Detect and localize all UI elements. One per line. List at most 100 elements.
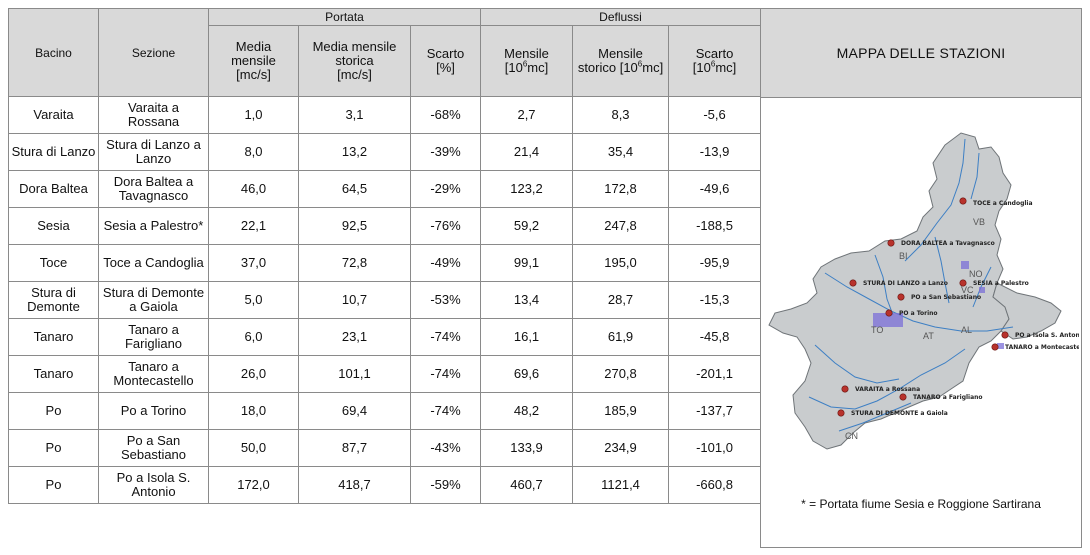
station-label: VARAITA a Rossana <box>855 386 920 393</box>
cell-scarto-defl: -95,9 <box>668 244 762 282</box>
province-label: CN <box>845 431 858 441</box>
cell-mensile: 99,1 <box>480 244 574 282</box>
cell-mensile-storico: 270,8 <box>572 355 670 393</box>
province-label: BI <box>899 251 908 261</box>
province-label: AL <box>961 325 972 335</box>
cell-bacino: Po <box>8 392 99 430</box>
cell-media-mensile: 46,0 <box>208 170 299 208</box>
cell-media-mensile: 37,0 <box>208 244 299 282</box>
province-labels: VB BI NO VC TO AT AL CN <box>845 217 985 441</box>
table-row: Stura di Demonte Stura di Demonte a Gaiol… <box>8 281 762 319</box>
province-label: AT <box>923 331 934 341</box>
cell-mensile: 16,1 <box>480 318 574 356</box>
cell-scarto-pct: -59% <box>409 466 482 504</box>
map-title: MAPPA DELLE STAZIONI <box>761 9 1081 98</box>
cell-media-storica: 101,1 <box>298 355 411 393</box>
station-marker <box>959 197 967 205</box>
station-label: STURA DI LANZO a Lanzo <box>863 280 948 287</box>
header-row-columns: Media mensile [mc/s] Media mensile storica[… <box>9 25 762 97</box>
flow-table: Bacino Sezione Portata Deflussi Media men… <box>8 8 762 504</box>
cell-sezione: Toce a Candoglia <box>98 244 209 282</box>
cell-sezione: Dora Baltea a Tavagnasco <box>98 170 209 208</box>
cell-mensile-storico: 195,0 <box>572 244 670 282</box>
cell-scarto-pct: -39% <box>409 133 482 171</box>
col-scarto-pct: Scarto [%] <box>409 25 482 97</box>
cell-sezione: Tanaro a Montecastello <box>98 355 209 393</box>
cell-bacino: Po <box>8 466 99 504</box>
station-marker <box>959 279 967 287</box>
cell-scarto-defl: -15,3 <box>668 281 762 319</box>
cell-scarto-defl: -49,6 <box>668 170 762 208</box>
cell-scarto-defl: -13,9 <box>668 133 762 171</box>
cell-media-storica: 10,7 <box>298 281 411 319</box>
cell-scarto-defl: -188,5 <box>668 207 762 245</box>
cell-media-storica: 418,7 <box>298 466 411 504</box>
cell-media-storica: 13,2 <box>298 133 411 171</box>
cell-scarto-pct: -49% <box>409 244 482 282</box>
station-marker <box>849 279 857 287</box>
cell-sezione: Po a San Sebastiano <box>98 429 209 467</box>
cell-media-storica: 64,5 <box>298 170 411 208</box>
cell-media-storica: 69,4 <box>298 392 411 430</box>
eastern-lobe <box>992 282 1062 340</box>
station-marker <box>1001 331 1009 339</box>
table-row: Varaita Varaita a Rossana 1,0 3,1 -68% 2,7 8,3… <box>8 96 762 134</box>
cell-bacino: Po <box>8 429 99 467</box>
province-label: TO <box>871 325 883 335</box>
province-label: NO <box>969 269 983 279</box>
cell-media-mensile: 1,0 <box>208 96 299 134</box>
table-row: Tanaro Tanaro a Farigliano 6,0 23,1 -74% 16,1… <box>8 318 762 356</box>
cell-media-mensile: 5,0 <box>208 281 299 319</box>
cell-scarto-pct: -74% <box>409 392 482 430</box>
cell-bacino: Sesia <box>8 207 99 245</box>
col-scarto-defl: Scarto [106mc] <box>668 25 762 97</box>
cell-mensile: 133,9 <box>480 429 574 467</box>
cell-mensile: 48,2 <box>480 392 574 430</box>
cell-scarto-defl: -137,7 <box>668 392 762 430</box>
cell-bacino: Tanaro <box>8 318 99 356</box>
station-map: VB BI NO VC TO AT AL CN TOCE a Candoglia DORA BA… <box>768 132 1079 450</box>
cell-sezione: Varaita a Rossana <box>98 96 209 134</box>
cell-scarto-pct: -68% <box>409 96 482 134</box>
station-marker <box>899 393 907 401</box>
col-sezione: Sezione <box>98 8 209 97</box>
station-marker <box>837 409 845 417</box>
report-panel: Bacino Sezione Portata Deflussi Media men… <box>8 8 1082 548</box>
group-deflussi: Deflussi <box>480 8 762 26</box>
cell-mensile: 13,4 <box>480 281 574 319</box>
cell-media-storica: 3,1 <box>298 96 411 134</box>
table-row: Tanaro Tanaro a Montecastello 26,0 101,1 -74… <box>8 355 762 393</box>
cell-mensile-storico: 28,7 <box>572 281 670 319</box>
cell-mensile: 69,6 <box>480 355 574 393</box>
cell-scarto-pct: -53% <box>409 281 482 319</box>
cell-media-storica: 92,5 <box>298 207 411 245</box>
cell-mensile: 123,2 <box>480 170 574 208</box>
cell-mensile-storico: 61,9 <box>572 318 670 356</box>
cell-scarto-defl: -201,1 <box>668 355 762 393</box>
station-label: PO a San Sebastiano <box>911 294 981 301</box>
cell-mensile: 460,7 <box>480 466 574 504</box>
station-label: TOCE a Candoglia <box>973 200 1033 207</box>
cell-media-mensile: 26,0 <box>208 355 299 393</box>
cell-bacino: Tanaro <box>8 355 99 393</box>
cell-bacino: Toce <box>8 244 99 282</box>
col-media-mensile: Media mensile [mc/s] <box>208 25 299 97</box>
cell-mensile-storico: 1121,4 <box>572 466 670 504</box>
cell-bacino: Stura di Lanzo <box>8 133 99 171</box>
col-media-mensile-storica: Media mensile storica [mc/s] <box>298 25 411 97</box>
station-label: TANARO a Montecastello <box>1005 344 1079 351</box>
cell-media-storica: 23,1 <box>298 318 411 356</box>
cell-mensile-storico: 247,8 <box>572 207 670 245</box>
cell-sezione: Sesia a Palestro* <box>98 207 209 245</box>
station-markers: TOCE a Candoglia DORA BALTEA a Tavagnasco… <box>837 197 1079 417</box>
cell-scarto-defl: -5,6 <box>668 96 762 134</box>
col-bacino: Bacino <box>8 8 99 97</box>
cell-sezione: Po a Isola S. Antonio <box>98 466 209 504</box>
station-label: PO a Torino <box>899 310 938 317</box>
cell-scarto-defl: -101,0 <box>668 429 762 467</box>
province-label: VC <box>961 285 974 295</box>
table-row: Sesia Sesia a Palestro* 22,1 92,5 -76% 59,2 24… <box>8 207 762 245</box>
col-mensile-storico: Mensile storico [106mc] <box>572 25 670 97</box>
cell-mensile: 2,7 <box>480 96 574 134</box>
cell-sezione: Stura di Demonte a Gaiola <box>98 281 209 319</box>
